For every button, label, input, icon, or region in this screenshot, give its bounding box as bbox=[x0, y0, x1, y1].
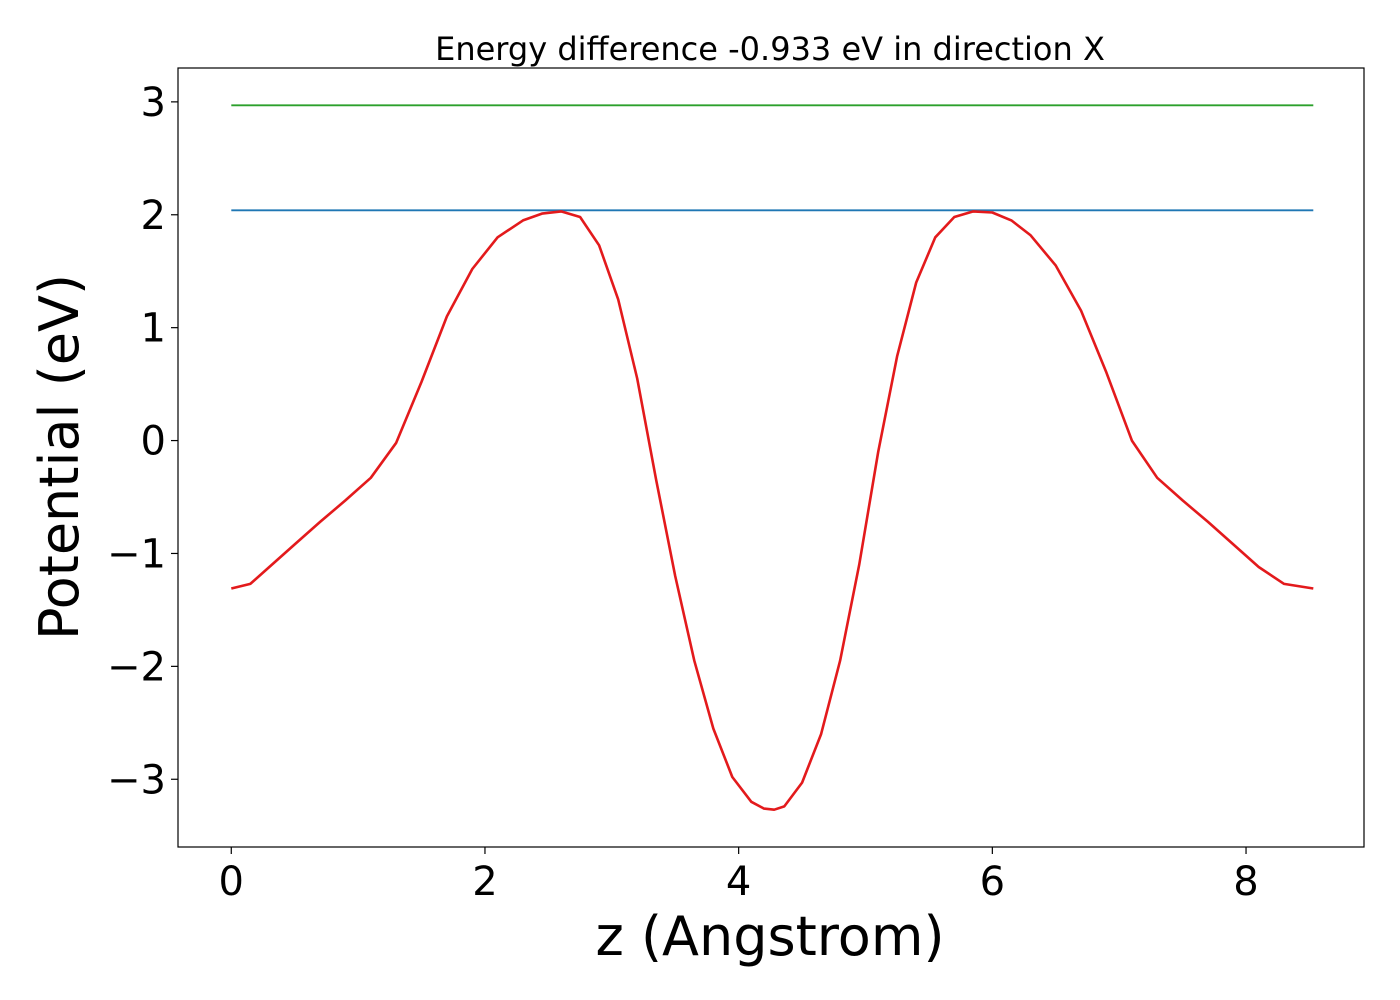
x-axis-label: z (Angstrom) bbox=[595, 905, 944, 968]
plot-series bbox=[230, 104, 1314, 812]
plot-frame bbox=[177, 67, 1365, 848]
y-tick-label: −3 bbox=[107, 757, 166, 803]
x-tick-label: 8 bbox=[1233, 859, 1258, 905]
y-tick-label: 3 bbox=[141, 80, 166, 126]
y-tick-label: 1 bbox=[141, 306, 166, 352]
x-tick-label: 4 bbox=[726, 859, 751, 905]
x-tick-label: 6 bbox=[980, 859, 1005, 905]
chart-title: Energy difference -0.933 eV in direction… bbox=[435, 30, 1105, 68]
y-tick-label: −1 bbox=[107, 531, 166, 577]
x-tick-label: 2 bbox=[472, 859, 497, 905]
y-axis-ticks: −3 −2 −1 0 1 2 3 bbox=[107, 80, 178, 803]
y-tick-label: 0 bbox=[141, 419, 166, 465]
y-tick-label: 2 bbox=[141, 193, 166, 239]
y-axis-label: Potential (eV) bbox=[28, 274, 91, 640]
x-axis-ticks: 0 2 4 6 8 bbox=[219, 847, 1259, 905]
series-line-2 bbox=[230, 210, 1314, 812]
x-tick-label: 0 bbox=[219, 859, 244, 905]
y-tick-label: −2 bbox=[107, 644, 166, 690]
